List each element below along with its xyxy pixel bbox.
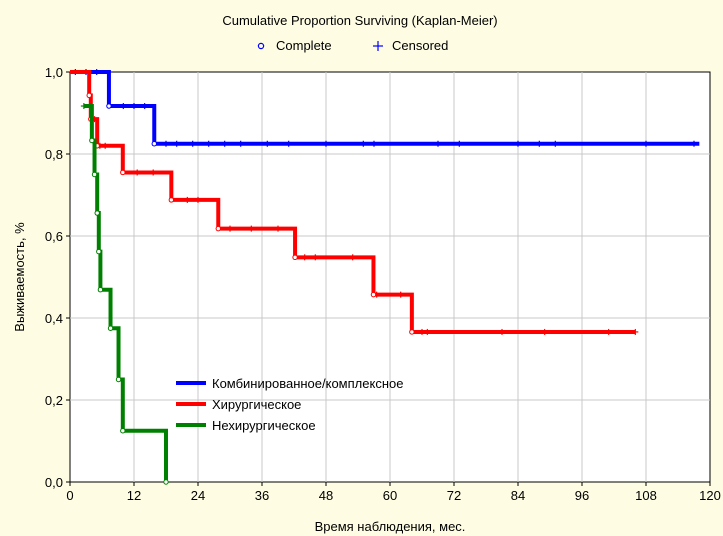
censored-marker-icon [373,41,383,51]
legend-label-nonsurgical: Нехирургическое [212,418,316,433]
event-mark [94,210,100,216]
x-tick-label: 48 [319,488,333,503]
censored-mark [120,103,127,110]
censored-mark [141,103,148,110]
censored-mark [643,140,649,147]
event-mark [107,325,114,331]
event-mark [96,248,102,255]
censored-mark [205,140,212,147]
censored-mark [93,69,100,75]
grid [70,72,710,482]
censored-mark [150,169,157,176]
axis-ticks: 0 12 24 36 48 60 72 84 96 108 120 0,0 0,2 0,4 0,6 0,8 1,… [45,65,721,503]
censored-mark [184,196,191,203]
y-tick-label: 0,2 [45,393,63,408]
censored-mark [264,140,271,147]
censored-mark [605,328,612,335]
censored-mark [541,328,548,335]
y-tick-label: 0,8 [45,147,63,162]
event-mark [215,225,221,232]
event-mark [91,171,98,178]
x-tick-label: 72 [447,488,461,503]
event-mark [89,137,95,144]
censored-mark [323,140,329,147]
x-axis-label: Время наблюдения, мес. [315,519,466,534]
series-1 [70,69,700,147]
censored-mark [424,328,431,335]
event-mark [115,376,122,383]
censored-mark [349,254,356,261]
censored-mark [195,196,201,203]
y-tick-label: 0,4 [45,311,63,326]
y-tick-label: 0,0 [45,475,63,490]
x-tick-label: 36 [255,488,269,503]
censored-mark [221,140,228,147]
x-tick-label: 96 [575,488,589,503]
censored-mark [248,225,255,232]
censored-mark [515,140,521,147]
event-mark [151,141,157,147]
censored-mark [102,142,109,149]
y-tick-label: 1,0 [45,65,63,80]
event-mark [409,329,415,335]
series-legend: Комбинированное/комплексное Хирургическо… [176,376,403,433]
censored-mark [301,254,308,261]
y-axis-label: Выживаемость, % [12,222,27,332]
event-mark [86,92,92,99]
x-tick-label: 60 [383,488,397,503]
survival-step-line [70,70,636,334]
x-tick-label: 120 [699,488,721,503]
event-mark [97,287,104,293]
legend-label-combined: Комбинированное/комплексное [212,376,403,391]
chart-title: Cumulative Proportion Surviving (Kaplan-… [222,13,497,28]
x-tick-label: 108 [635,488,657,503]
event-mark [120,428,126,434]
complete-marker-icon [257,42,265,50]
censored-mark [499,328,505,335]
censored-mark [131,103,137,110]
censored-mark [227,225,233,232]
censored-mark [275,225,281,232]
censored-mark [435,140,441,147]
x-tick-label: 84 [511,488,525,503]
y-tick-label: 0,6 [45,229,63,244]
complete-legend-label: Complete [276,38,332,53]
event-mark [168,197,175,203]
x-tick-label: 12 [127,488,141,503]
censored-mark [312,254,319,261]
censored-mark [285,140,292,147]
censored-legend-label: Censored [392,38,448,53]
censored-mark [189,140,196,147]
event-mark [163,479,169,485]
censored-mark [237,140,244,147]
censored-mark [163,140,169,147]
marker-legend: Complete Censored [257,38,448,53]
censored-mark [552,140,559,147]
censored-mark [691,140,697,147]
x-tick-label: 24 [191,488,205,503]
censored-mark [397,291,404,298]
series-3 [80,103,169,485]
event-mark [370,291,377,298]
event-mark [292,254,298,261]
event-mark [120,169,126,176]
censored-mark [371,140,377,147]
censored-mark [419,328,425,335]
censored-mark [134,169,141,176]
censored-mark [632,328,639,335]
censored-mark [80,103,87,110]
x-tick-label: 0 [66,488,73,503]
censored-mark [173,140,180,147]
censored-mark [360,140,367,147]
event-mark [106,103,112,109]
series-layer [70,69,700,485]
censored-mark [536,140,543,147]
legend-label-surgical: Хирургическое [212,397,301,412]
censored-mark [456,140,463,147]
